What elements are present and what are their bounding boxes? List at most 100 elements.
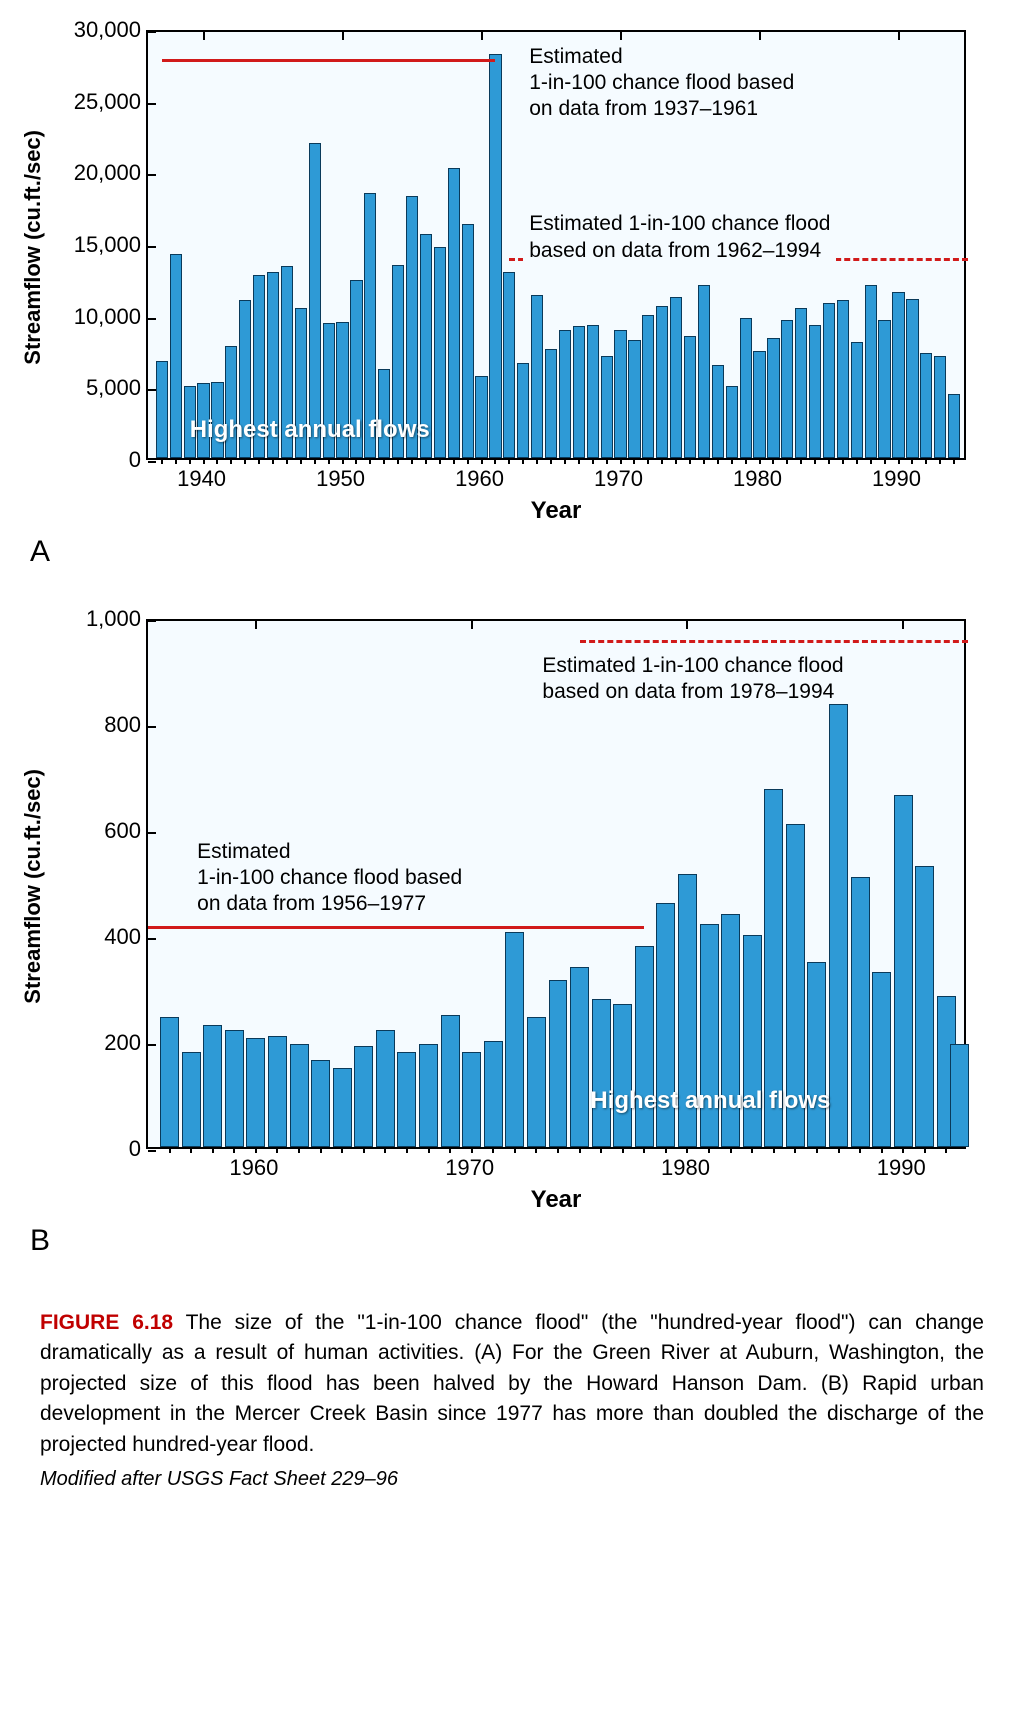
chart-a-panel-letter: A [30, 535, 1004, 569]
bar [950, 1044, 969, 1147]
bar [635, 946, 654, 1147]
bar [807, 962, 826, 1148]
bar [767, 338, 779, 458]
bar [531, 295, 543, 458]
xtick-label: 1960 [455, 466, 504, 492]
bar [378, 369, 390, 458]
bar [354, 1046, 373, 1147]
chart-b-plot: Estimated 1-in-100 chance flood based on… [146, 619, 966, 1149]
bar [906, 299, 918, 458]
bar [851, 877, 870, 1147]
bar [397, 1052, 416, 1147]
bar [915, 866, 934, 1147]
ytick-label: 400 [56, 924, 141, 950]
bar [475, 376, 487, 458]
bar [503, 272, 515, 458]
bar [740, 318, 752, 458]
ytick-label: 200 [56, 1030, 141, 1056]
ytick-label: 25,000 [56, 89, 141, 115]
ytick-label: 15,000 [56, 232, 141, 258]
annotation: Estimated 1-in-100 chance flood based on… [523, 208, 836, 267]
annotation: Estimated 1-in-100 chance flood based on… [536, 650, 849, 709]
chart-a-xticks: 194019501960197019801990 [146, 460, 966, 495]
bar [781, 320, 793, 458]
bar [570, 967, 589, 1147]
bar [505, 932, 524, 1147]
bar [628, 340, 640, 458]
bar [376, 1030, 395, 1147]
xtick-label: 1970 [445, 1155, 494, 1181]
bar [333, 1068, 352, 1148]
ytick-label: 0 [56, 447, 141, 473]
xtick-label: 1980 [733, 466, 782, 492]
bar [670, 297, 682, 458]
annotation: Estimated 1-in-100 chance flood based on… [191, 836, 468, 921]
bar [160, 1017, 179, 1147]
bar [948, 394, 960, 459]
bar [726, 386, 738, 458]
xtick-label: 1980 [661, 1155, 710, 1181]
chart-b-area: 02004006008001,000 Estimated 1-in-100 ch… [146, 619, 966, 1214]
bar [614, 330, 626, 458]
ytick-label: 0 [56, 1136, 141, 1162]
figure-credit: Modified after USGS Fact Sheet 229–96 [20, 1468, 1004, 1491]
bar [462, 1052, 481, 1147]
bar [309, 143, 321, 458]
bar [920, 353, 932, 458]
xtick-label: 1970 [594, 466, 643, 492]
bar [484, 1041, 503, 1147]
bar [225, 1030, 244, 1147]
chart-a-yticks: 05,00010,00015,00020,00025,00030,000 [56, 30, 141, 460]
bar [573, 326, 585, 458]
bar [823, 303, 835, 458]
bar [203, 1025, 222, 1147]
bar [419, 1044, 438, 1147]
highest-flows-label: Highest annual flows [190, 416, 430, 444]
figure-caption: FIGURE 6.18 The size of the "1-in-100 ch… [20, 1308, 1004, 1460]
bar [809, 325, 821, 458]
annotation: Estimated 1-in-100 chance flood based on… [523, 41, 800, 126]
xtick-label: 1940 [177, 466, 226, 492]
bar [894, 795, 913, 1147]
chart-a-xlabel: Year [146, 497, 966, 525]
ytick-label: 5,000 [56, 375, 141, 401]
bar [462, 224, 474, 458]
chart-a-block: Streamflow (cu.ft./sec) 05,00010,00015,0… [20, 30, 1004, 569]
bar [656, 306, 668, 458]
bar [268, 1036, 287, 1147]
bar [753, 351, 765, 459]
ytick-label: 600 [56, 818, 141, 844]
bar [865, 285, 877, 458]
bar [698, 285, 710, 458]
reference-line [580, 640, 968, 643]
bar [892, 292, 904, 458]
bar [441, 1015, 460, 1148]
bar [448, 168, 460, 458]
bar [517, 363, 529, 458]
chart-b-yticks: 02004006008001,000 [56, 619, 141, 1149]
bar [549, 980, 568, 1147]
chart-a-plot: Estimated 1-in-100 chance flood based on… [146, 30, 966, 460]
bar [601, 356, 613, 458]
xtick-label: 1990 [877, 1155, 926, 1181]
bar [246, 1038, 265, 1147]
xtick-label: 1960 [229, 1155, 278, 1181]
xtick-label: 1950 [316, 466, 365, 492]
bar [156, 361, 168, 458]
chart-b-panel-letter: B [30, 1224, 1004, 1258]
reference-line [148, 926, 644, 929]
bar [613, 1004, 632, 1147]
reference-line [162, 59, 496, 62]
bar [170, 254, 182, 458]
bar [592, 999, 611, 1147]
chart-b-xticks: 1960 1970 1980 1990 [146, 1149, 966, 1184]
bar [851, 342, 863, 458]
bar [829, 704, 848, 1147]
bar [559, 330, 571, 458]
bar [684, 336, 696, 458]
bar [434, 247, 446, 458]
chart-a-area: 05,00010,00015,00020,00025,00030,000 Est… [146, 30, 966, 525]
bar [837, 300, 849, 458]
bar [934, 356, 946, 458]
bar [527, 1017, 546, 1147]
